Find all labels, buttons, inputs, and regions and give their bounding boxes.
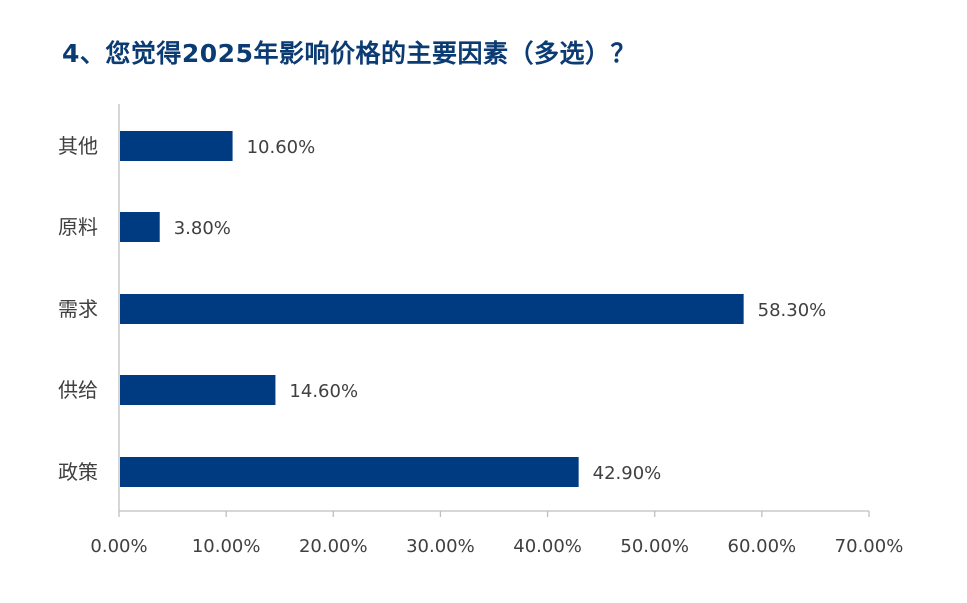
bar-4 <box>120 375 276 405</box>
value-label-2: 3.80% <box>174 218 231 239</box>
bar-1 <box>120 131 233 161</box>
x-tick-label-3: 20.00% <box>299 536 368 557</box>
value-label-3: 58.30% <box>758 300 827 321</box>
x-tick-label-2: 10.00% <box>192 536 261 557</box>
bar-5 <box>120 457 579 487</box>
x-tick-label-5: 40.00% <box>513 536 582 557</box>
category-label-1: 其他 <box>58 134 98 158</box>
bar-2 <box>120 212 160 242</box>
x-ticks-layer: 0.00% 10.00% 20.00% 30.00% 40.00% 50.00% 60.00… <box>90 511 903 557</box>
labels-layer: 其他 10.60% 原料 3.80% 需求 58.30% 供给 14.60% 政策 42.90% <box>58 134 826 484</box>
category-label-5: 政策 <box>58 460 98 484</box>
bars-layer <box>120 131 744 487</box>
value-label-1: 10.60% <box>247 137 316 158</box>
x-tick-label-6: 50.00% <box>620 536 689 557</box>
x-tick-label-8: 70.00% <box>835 536 904 557</box>
category-label-3: 需求 <box>58 297 98 321</box>
x-tick-label-1: 0.00% <box>90 536 147 557</box>
category-label-2: 原料 <box>58 215 98 239</box>
value-label-4: 14.60% <box>289 381 358 402</box>
value-label-5: 42.90% <box>593 463 662 484</box>
category-label-4: 供给 <box>58 378 98 402</box>
x-tick-label-7: 60.00% <box>728 536 797 557</box>
x-tick-label-4: 30.00% <box>406 536 475 557</box>
bar-3 <box>120 294 744 324</box>
chart-title: 4、您觉得2025年影响价格的主要因素（多选）？ <box>62 39 636 68</box>
